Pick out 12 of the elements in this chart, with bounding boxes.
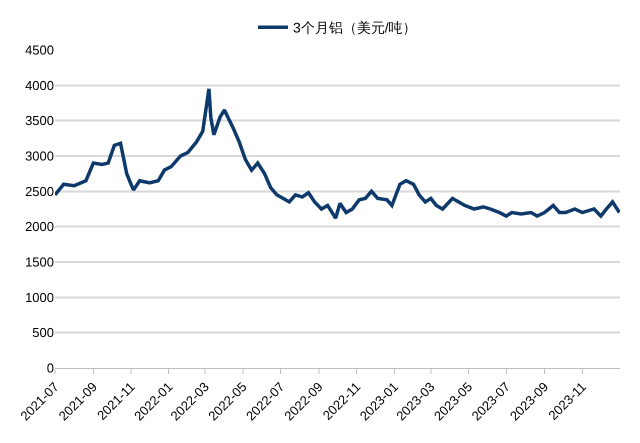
y-tick-label: 1500 xyxy=(25,254,54,270)
line-series xyxy=(55,87,620,220)
y-tick-label: 3500 xyxy=(25,113,54,128)
y-tick-label: 0 xyxy=(46,360,54,376)
y-tick-label: 4000 xyxy=(25,78,54,93)
y-tick-label: 3000 xyxy=(25,148,54,164)
legend-label: 3个月铝（美元/吨） xyxy=(293,20,417,36)
y-tick-label: 500 xyxy=(32,325,54,340)
y-tick-label: 2500 xyxy=(25,184,54,199)
y-tick-label: 1000 xyxy=(25,290,54,305)
y-tick-label: 2000 xyxy=(25,219,54,234)
y-tick-label: 4500 xyxy=(25,42,54,58)
